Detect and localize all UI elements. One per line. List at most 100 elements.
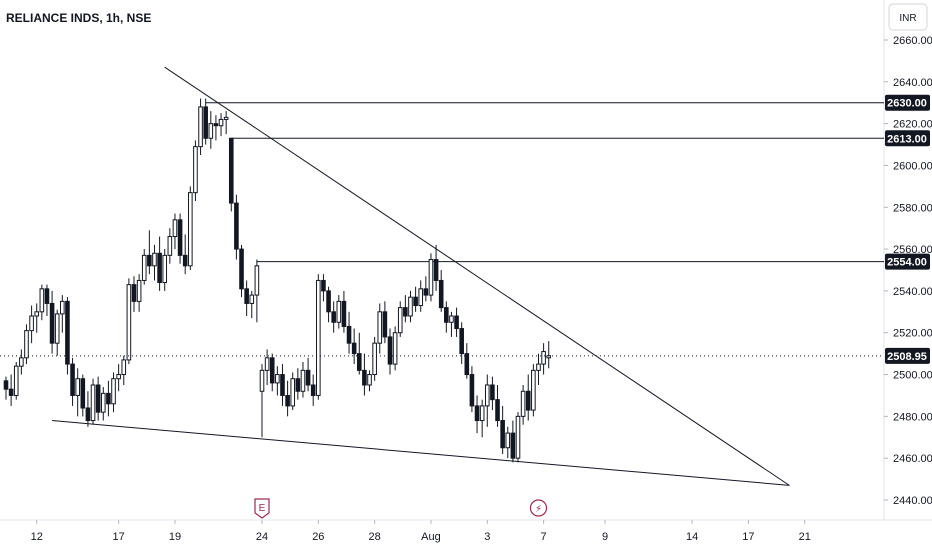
currency-button[interactable]: INR — [888, 3, 928, 31]
candle — [321, 274, 326, 302]
candle-body — [198, 106, 203, 148]
candle-body — [203, 106, 208, 139]
candle — [484, 374, 490, 427]
chart-title: RELIANCE INDS, 1h, NSE — [6, 11, 151, 25]
candle-body — [49, 302, 55, 344]
event-markers[interactable]: E ⚡ — [254, 498, 548, 519]
candle — [408, 290, 413, 323]
candle-body — [95, 384, 101, 413]
candle — [65, 297, 70, 375]
candle — [310, 374, 316, 406]
candle-body — [54, 313, 60, 344]
candle — [505, 426, 511, 459]
y-tick-label: 2520.00 — [893, 328, 932, 340]
candle-body — [316, 279, 321, 396]
y-tick-label: 2560.00 — [893, 244, 932, 256]
trendlines[interactable] — [52, 66, 790, 486]
candle-body — [479, 405, 485, 422]
candle-body — [157, 252, 162, 284]
candle — [203, 98, 208, 145]
candle-body — [433, 259, 439, 281]
candle-body — [3, 380, 9, 390]
candle-body — [141, 254, 147, 281]
horizontal-levels[interactable]: 2630.00 2613.00 2554.00 — [205, 94, 930, 270]
candle-body — [228, 137, 234, 204]
candle — [454, 307, 459, 337]
trendline-upper[interactable] — [164, 66, 790, 486]
dividend-icon[interactable]: ⚡ — [529, 499, 548, 517]
candle-body — [305, 369, 311, 386]
candle-body — [249, 294, 255, 304]
x-tick-label: 7 — [541, 531, 547, 543]
candle-body — [172, 219, 178, 238]
candle-body — [177, 219, 183, 256]
candle — [316, 274, 321, 400]
last-price-tag — [885, 347, 930, 364]
candle — [121, 355, 127, 385]
candle — [377, 303, 383, 354]
candle — [444, 301, 449, 333]
candle — [464, 343, 470, 379]
candle — [275, 366, 280, 396]
candle-body — [500, 420, 505, 449]
candle-body — [126, 284, 132, 361]
candle-body — [193, 146, 198, 194]
candle — [372, 336, 377, 381]
level-price-tag — [885, 253, 930, 270]
candle-body — [346, 325, 352, 344]
candle — [13, 362, 19, 400]
candle-body — [162, 254, 168, 284]
candle-body — [90, 384, 96, 422]
last-price: 2508.95 — [0, 347, 930, 364]
candle — [356, 332, 362, 375]
candle-body — [275, 374, 280, 384]
candle-body — [515, 415, 521, 459]
level-price-tag — [885, 94, 930, 111]
earnings-glyph: E — [259, 503, 266, 514]
candle-body — [280, 374, 285, 396]
trendline-lower[interactable] — [52, 420, 790, 486]
candle-body — [403, 307, 408, 317]
candle-body — [310, 384, 316, 396]
candle-body — [19, 357, 24, 367]
candle-body — [34, 311, 40, 317]
dividend-badge — [529, 499, 548, 517]
candle-body — [336, 300, 342, 323]
candle — [198, 98, 203, 155]
candle — [80, 374, 86, 417]
candle-body — [65, 300, 70, 365]
candle-body — [474, 405, 480, 422]
candle — [285, 380, 290, 417]
candle-body — [459, 328, 464, 355]
candle — [510, 420, 516, 463]
candle-body — [85, 407, 91, 422]
candle-body — [60, 300, 65, 315]
candle — [172, 213, 178, 250]
candle — [397, 301, 403, 337]
candle — [351, 328, 357, 365]
candle — [428, 253, 434, 302]
candle-body — [536, 363, 541, 371]
candle-body — [182, 254, 188, 267]
candle — [341, 290, 347, 333]
candle — [95, 376, 101, 421]
candle — [413, 286, 418, 312]
candle-body — [136, 279, 142, 302]
candle-body — [351, 342, 357, 355]
candles — [3, 98, 552, 463]
x-axis: 12 17 19 24 26 28 Aug 3 7 9 14 17 21 — [0, 519, 932, 543]
candle-body — [331, 311, 336, 323]
candle-body — [392, 332, 398, 365]
candle — [387, 328, 393, 375]
candle — [70, 357, 75, 406]
candle-body — [264, 357, 270, 371]
earnings-icon[interactable]: E — [254, 498, 270, 519]
candle-body — [356, 353, 362, 371]
candle-body — [520, 390, 526, 417]
candle — [126, 278, 132, 365]
candle — [531, 364, 536, 417]
candle-body — [152, 252, 157, 267]
candle — [515, 412, 521, 463]
y-tick-label: 2540.00 — [893, 286, 932, 298]
